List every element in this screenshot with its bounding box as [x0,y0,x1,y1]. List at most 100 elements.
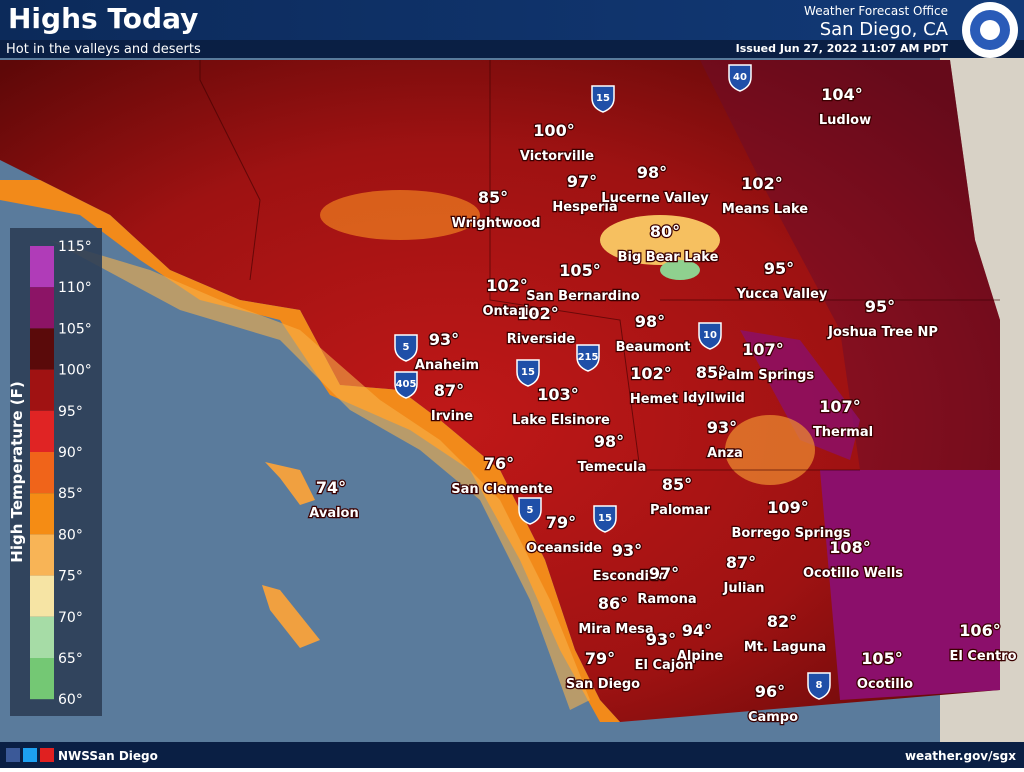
city-temp: 109° [767,498,808,517]
island [265,462,315,505]
city-name: Julian [722,581,764,596]
shield-number: 5 [403,342,410,353]
island [262,585,320,648]
legend-label: 80° [58,527,83,543]
city-temp: 96° [755,682,785,701]
legend-swatch [30,493,54,535]
city-temp: 74° [316,478,346,497]
city-temp: 93° [612,541,642,560]
city-temp: 79° [546,513,576,532]
city-name: Temecula [578,460,647,475]
shield [728,64,752,92]
legend-swatch [30,658,54,700]
city-name: Riverside [507,332,576,347]
subheader-bar [0,40,1024,58]
website: weather.gov/sgx [905,749,1016,763]
city-temp: 79° [585,649,615,668]
legend-swatch [30,369,54,411]
city-name: Escondido [593,569,668,584]
desert-heat [740,330,860,460]
city-temp: 102° [486,276,527,295]
city-temp: 97° [649,564,679,583]
land [0,60,1000,722]
legend-label: 65° [58,651,83,667]
shield-number: 15 [521,367,535,378]
shield-number: 215 [578,352,599,363]
legend-label: 100° [58,363,92,379]
mountain-cool [320,190,480,240]
legend-label: 85° [58,486,83,502]
city-name: Anza [707,446,743,461]
shield-number: 5 [527,505,534,516]
legend-label: 60° [58,692,83,708]
city-name: Yucca Valley [736,287,828,302]
legend-swatch [30,575,54,617]
city-temp: 102° [517,304,558,323]
city-name: Ontario [482,304,537,319]
city-temp: 86° [598,594,628,613]
footer-bar [0,742,1024,768]
city-temp: 93° [707,418,737,437]
legend-label: 90° [58,445,83,461]
county-lines [199,60,1000,471]
city-temp: 105° [861,649,902,668]
city-temp: 104° [821,85,862,104]
city-temp: 108° [829,538,870,557]
highway-shields: 40 15 10 215 15 5 405 5 15 8 [394,64,831,700]
city-temp: 102° [741,174,782,193]
city-temp: 105° [559,261,600,280]
city-temp: 103° [537,385,578,404]
mountain-cool [660,260,700,280]
legend-swatch [30,534,54,576]
city-name: San Clemente [451,482,553,497]
city-name: Irvine [431,409,473,424]
city-temp: 106° [959,621,1000,640]
city-temp: 87° [726,553,756,572]
city-name: Ludlow [819,113,871,128]
mountain-cool [600,215,720,265]
legend-label: 110° [58,280,92,296]
city-name: Victorville [520,149,594,164]
shield-number: 10 [703,330,717,341]
city-name: Idyllwild [683,391,745,406]
city-temp: 98° [637,163,667,182]
city-name: Mt. Laguna [744,640,826,655]
city-name: Ocotillo Wells [803,566,903,581]
city-name: Thermal [813,425,873,440]
city-name: Alpine [677,649,724,664]
city-temp: 93° [646,630,676,649]
city-temp: 102° [630,364,671,383]
city-name: El Cajon [635,658,694,673]
legend-label: 115° [58,239,92,255]
shield [394,371,418,399]
shield-number: 15 [598,513,612,524]
social-handle: NWSSan Diego [58,749,158,763]
desert-heat [820,470,1000,700]
shield [576,344,600,372]
shield [518,497,542,525]
legend-bins: 115° 110° 105° 100° 95° 90° 85° 80° 75° 70° 65° 60° [30,239,92,708]
city-name: Borrego Springs [731,526,850,541]
city-name: Hesperia [552,200,617,215]
legend-label: 75° [58,569,83,585]
city-temp: 100° [533,121,574,140]
city-temp: 107° [819,397,860,416]
city-temp: 95° [764,259,794,278]
city-name: Ramona [637,592,696,607]
city-name: Joshua Tree NP [827,325,938,340]
legend-swatch [30,287,54,329]
city-name: San Bernardino [526,289,640,304]
city-name: Lake Elsinore [512,413,610,428]
issued: Issued Jun 27, 2022 11:07 AM PDT [736,42,949,55]
city-temp: 85° [696,363,726,382]
header-bar [0,0,1024,40]
city-name: Beaumont [616,340,691,355]
city-name: Means Lake [722,202,808,217]
city-name: El Centro [949,649,1016,664]
shield [698,322,722,350]
city-name: Palomar [650,503,711,518]
city-temp: 97° [567,172,597,191]
logo [962,2,1018,58]
legend-swatch [30,246,54,288]
desert-heat [700,60,1000,470]
